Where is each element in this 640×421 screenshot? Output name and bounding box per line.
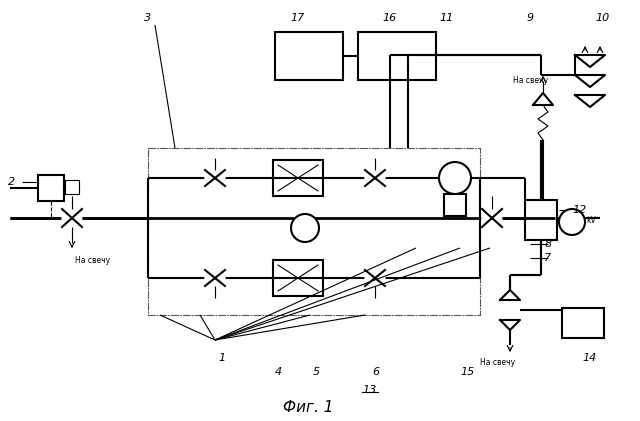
Text: 17: 17 bbox=[291, 13, 305, 23]
Circle shape bbox=[291, 214, 319, 242]
Text: 1: 1 bbox=[218, 353, 225, 363]
Text: На свечу: На свечу bbox=[480, 358, 515, 367]
Text: 16: 16 bbox=[383, 13, 397, 23]
Polygon shape bbox=[205, 270, 215, 286]
Polygon shape bbox=[500, 320, 520, 330]
Text: Фиг. 1: Фиг. 1 bbox=[283, 400, 333, 416]
Polygon shape bbox=[365, 270, 375, 286]
Text: 6: 6 bbox=[372, 367, 380, 377]
Bar bbox=[273, 160, 323, 196]
Bar bbox=[525, 200, 557, 240]
Bar bbox=[358, 32, 436, 80]
Text: 12: 12 bbox=[573, 205, 587, 215]
Polygon shape bbox=[575, 95, 605, 107]
Polygon shape bbox=[575, 75, 605, 87]
Polygon shape bbox=[492, 209, 502, 227]
Polygon shape bbox=[375, 170, 385, 186]
Polygon shape bbox=[575, 55, 605, 67]
Polygon shape bbox=[215, 270, 225, 286]
Polygon shape bbox=[72, 209, 82, 227]
Circle shape bbox=[559, 209, 585, 235]
Text: 10: 10 bbox=[596, 13, 610, 23]
Text: 3: 3 bbox=[145, 13, 152, 23]
Text: 7: 7 bbox=[545, 253, 552, 263]
Text: На свечу: На свечу bbox=[75, 256, 110, 265]
Polygon shape bbox=[500, 290, 520, 300]
Bar bbox=[562, 308, 604, 338]
Text: 9: 9 bbox=[527, 13, 534, 23]
Text: 13: 13 bbox=[363, 385, 377, 395]
Circle shape bbox=[439, 162, 471, 194]
Text: На свечу: На свечу bbox=[513, 76, 548, 85]
Polygon shape bbox=[365, 170, 375, 186]
Bar bbox=[273, 260, 323, 296]
Bar bbox=[65, 180, 79, 194]
Polygon shape bbox=[375, 270, 385, 286]
Text: kV: kV bbox=[586, 216, 596, 224]
Polygon shape bbox=[62, 209, 72, 227]
Polygon shape bbox=[482, 209, 492, 227]
Bar bbox=[275, 32, 343, 80]
Polygon shape bbox=[215, 170, 225, 186]
Bar bbox=[38, 175, 64, 201]
Polygon shape bbox=[205, 170, 215, 186]
Text: 14: 14 bbox=[583, 353, 597, 363]
Text: 8: 8 bbox=[545, 239, 552, 249]
Text: 5: 5 bbox=[312, 367, 319, 377]
Polygon shape bbox=[533, 93, 553, 105]
Text: 11: 11 bbox=[440, 13, 454, 23]
Text: 2: 2 bbox=[8, 177, 15, 187]
Bar bbox=[444, 194, 466, 216]
Text: 15: 15 bbox=[461, 367, 475, 377]
Text: 4: 4 bbox=[275, 367, 282, 377]
